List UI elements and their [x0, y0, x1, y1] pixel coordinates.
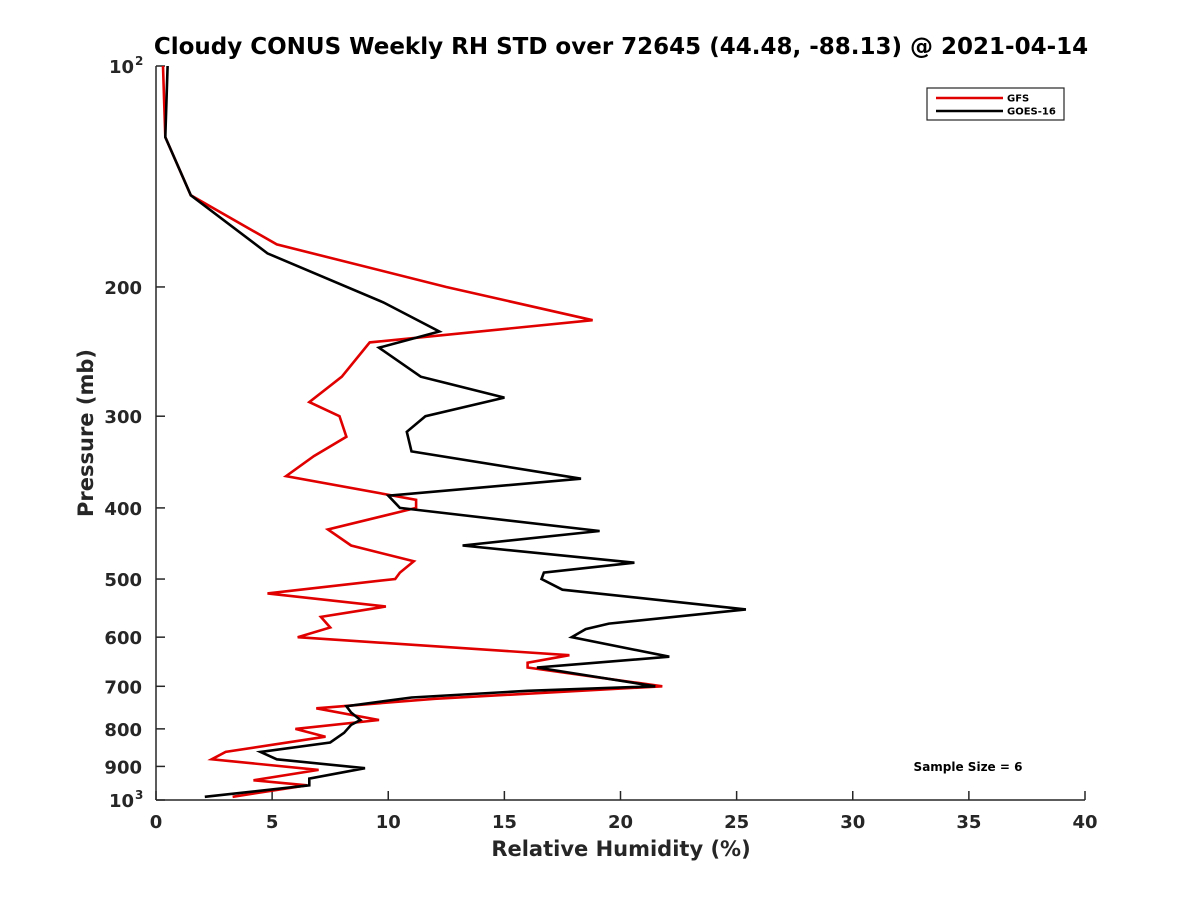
series-group: [161, 65, 747, 799]
x-tick-label: 10: [376, 812, 401, 833]
y-tick-exponent: 2: [135, 54, 143, 68]
legend-box: [926, 87, 1065, 121]
sample-size-annotation: Sample Size = 6: [914, 760, 1023, 774]
x-tick-label: 20: [608, 812, 633, 833]
y-tick-label: 400: [104, 499, 142, 520]
legend-entry-label: GFS: [1007, 94, 1029, 105]
y-tick-label: 900: [104, 757, 142, 778]
x-tick-label: 30: [840, 812, 865, 833]
y-tick-exponent: 3: [135, 788, 143, 802]
y-tick-label: 700: [104, 677, 142, 698]
legend-entry-label: GOES-16: [1007, 107, 1056, 118]
legend: GFS GOES-16: [926, 87, 1065, 121]
x-tick-label: 0: [150, 812, 163, 833]
series-line-gfs: [161, 65, 663, 799]
x-tick-label: 15: [492, 812, 517, 833]
x-tick-label: 5: [266, 812, 279, 833]
y-tick-label: 300: [104, 407, 142, 428]
x-tick-label: 25: [724, 812, 749, 833]
y-axis-label: Pressure (mb): [74, 349, 98, 517]
y-tick-label: 200: [104, 278, 142, 299]
chart-title: Cloudy CONUS Weekly RH STD over 72645 (4…: [154, 34, 1088, 60]
y-tick-label: 500: [104, 570, 142, 591]
series-line-goes-16: [163, 65, 747, 799]
y-tick-label: 10: [109, 57, 134, 78]
x-tick-label: 40: [1072, 812, 1097, 833]
y-tick-label: 800: [104, 720, 142, 741]
x-axis-label: Relative Humidity (%): [491, 837, 750, 861]
y-tick-label: 600: [104, 628, 142, 649]
x-tick-label: 35: [956, 812, 981, 833]
y-tick-label: 10: [109, 791, 134, 812]
